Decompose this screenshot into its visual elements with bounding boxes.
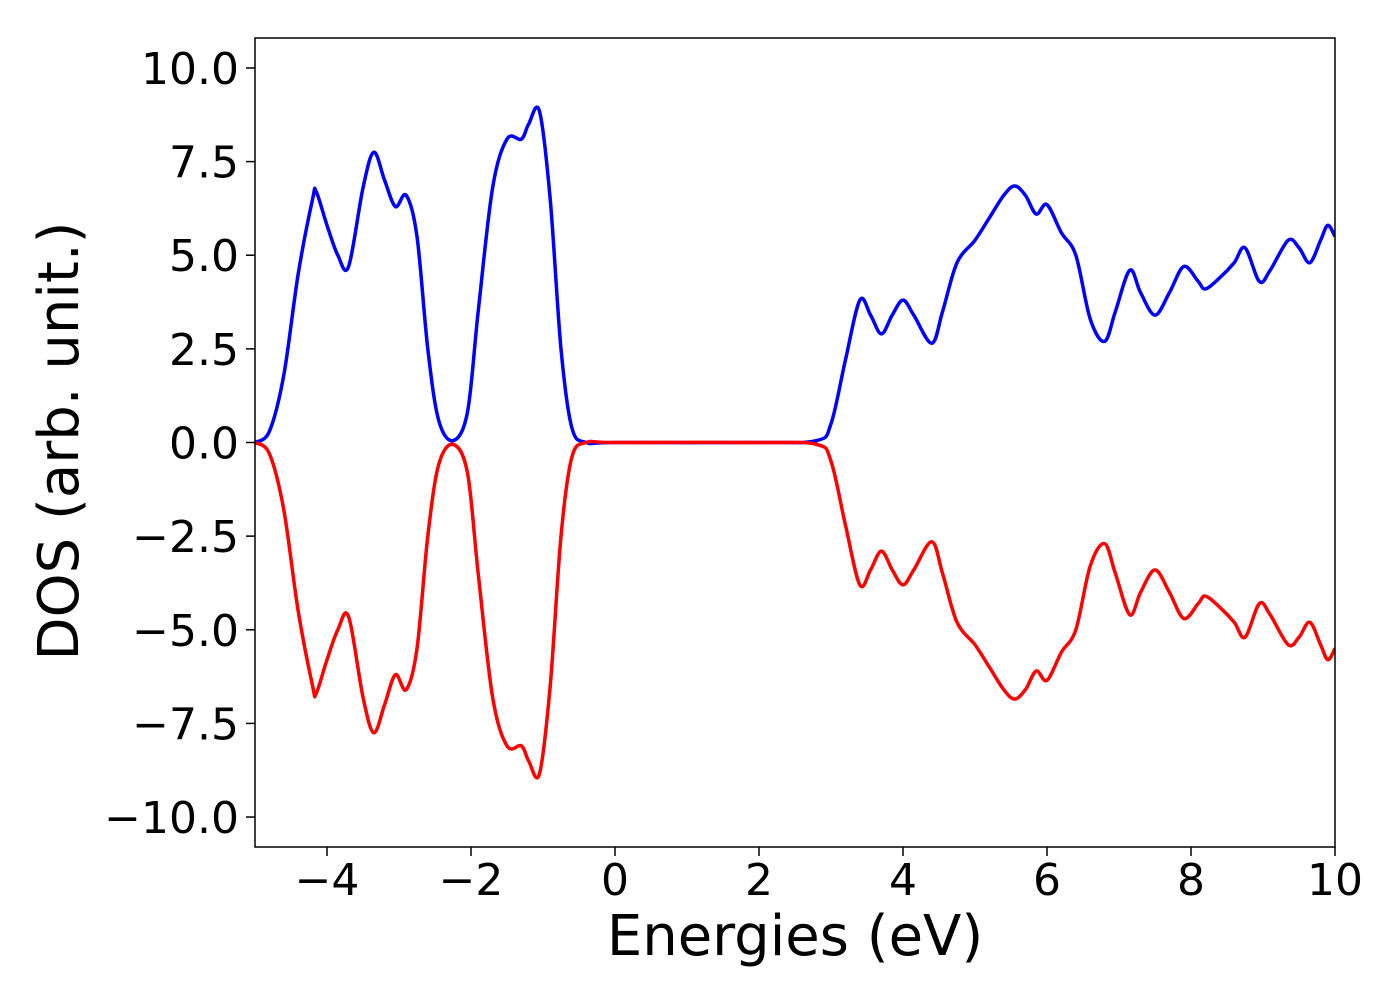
x-tick-label: 0 [601,855,629,906]
y-tick-label: −10.0 [104,793,239,844]
y-tick-label: −5.0 [132,606,239,657]
y-tick-label: −7.5 [132,699,239,750]
y-tick-label: 0.0 [169,419,239,470]
x-axis-label: Energies (eV) [607,904,983,969]
y-tick-label: 10.0 [141,44,239,95]
x-tick-label: 4 [889,855,917,906]
x-tick-label: 8 [1177,855,1205,906]
x-tick-label: 2 [745,855,773,906]
x-tick-label: 10 [1307,855,1363,906]
plot-frame [254,37,1336,848]
dos-line [255,439,1335,780]
x-tick-label: −2 [439,855,504,906]
dos-line [255,105,1335,446]
y-tick-label: 7.5 [169,138,239,189]
y-tick-label: 5.0 [169,231,239,282]
y-tick-label: 2.5 [169,325,239,376]
x-tick-label: 6 [1033,855,1061,906]
x-tick-label: −4 [295,855,360,906]
y-tick-label: −2.5 [132,512,239,563]
y-axis-label: DOS (arb. unit.) [27,221,92,660]
